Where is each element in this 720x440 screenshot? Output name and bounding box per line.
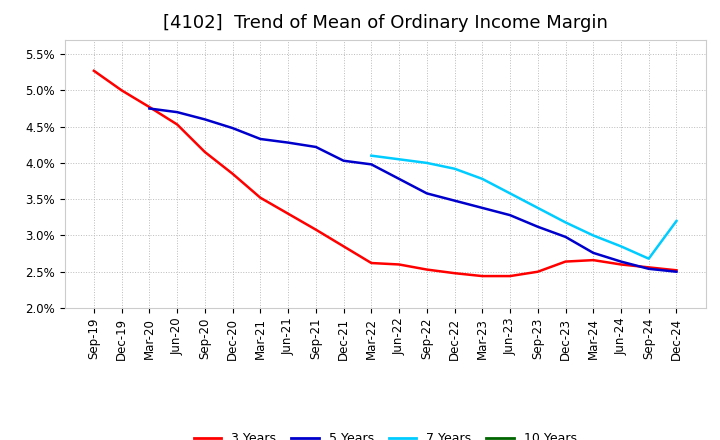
Line: 3 Years: 3 Years: [94, 71, 677, 276]
Line: 7 Years: 7 Years: [372, 156, 677, 259]
5 Years: [367, 162, 376, 167]
3 Years: [534, 269, 542, 275]
7 Years: [367, 153, 376, 158]
7 Years: [395, 157, 403, 162]
7 Years: [644, 256, 653, 261]
3 Years: [616, 262, 625, 267]
5 Years: [339, 158, 348, 163]
3 Years: [256, 195, 265, 200]
7 Years: [616, 244, 625, 249]
5 Years: [201, 117, 210, 122]
7 Years: [450, 166, 459, 171]
5 Years: [450, 198, 459, 203]
5 Years: [672, 269, 681, 275]
5 Years: [534, 224, 542, 229]
Legend: 3 Years, 5 Years, 7 Years, 10 Years: 3 Years, 5 Years, 7 Years, 10 Years: [189, 427, 582, 440]
5 Years: [505, 213, 514, 218]
5 Years: [312, 144, 320, 150]
7 Years: [534, 205, 542, 210]
7 Years: [589, 233, 598, 238]
5 Years: [561, 234, 570, 239]
5 Years: [173, 110, 181, 115]
5 Years: [478, 205, 487, 210]
5 Years: [256, 136, 265, 142]
5 Years: [589, 250, 598, 256]
3 Years: [561, 259, 570, 264]
3 Years: [644, 265, 653, 270]
7 Years: [672, 218, 681, 224]
Line: 5 Years: 5 Years: [150, 109, 677, 272]
3 Years: [423, 267, 431, 272]
3 Years: [395, 262, 403, 267]
3 Years: [450, 271, 459, 276]
5 Years: [284, 140, 292, 145]
Title: [4102]  Trend of Mean of Ordinary Income Margin: [4102] Trend of Mean of Ordinary Income …: [163, 15, 608, 33]
3 Years: [478, 273, 487, 279]
3 Years: [201, 150, 210, 155]
3 Years: [312, 227, 320, 232]
3 Years: [284, 211, 292, 216]
5 Years: [228, 125, 237, 131]
3 Years: [89, 68, 98, 73]
7 Years: [505, 191, 514, 196]
3 Years: [339, 244, 348, 249]
3 Years: [672, 268, 681, 273]
5 Years: [644, 266, 653, 271]
3 Years: [117, 88, 126, 93]
3 Years: [367, 260, 376, 266]
3 Years: [505, 273, 514, 279]
7 Years: [423, 160, 431, 165]
5 Years: [616, 259, 625, 264]
3 Years: [173, 122, 181, 127]
3 Years: [589, 257, 598, 263]
5 Years: [395, 176, 403, 182]
5 Years: [145, 106, 154, 111]
5 Years: [423, 191, 431, 196]
7 Years: [561, 220, 570, 225]
7 Years: [478, 176, 487, 182]
3 Years: [228, 171, 237, 176]
3 Years: [145, 104, 154, 110]
